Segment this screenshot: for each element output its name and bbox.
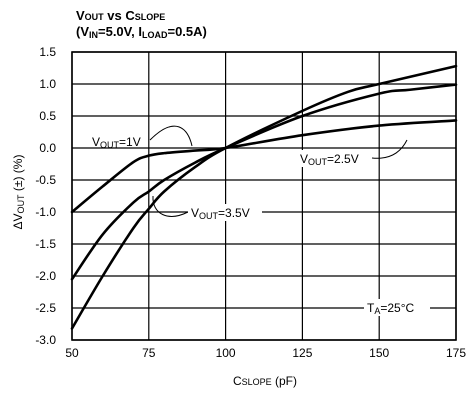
label-leaders [149, 125, 408, 217]
series-label-vout-2_5v: VOUT=2.5V [300, 152, 359, 167]
x-tick-label: 50 [65, 346, 79, 360]
y-tick-label: -2.0 [35, 269, 56, 283]
y-tick-label: 1.0 [39, 77, 56, 91]
y-axis-label: ΔVOUT (±) (%) [11, 155, 26, 230]
y-tick-label: 1.5 [39, 45, 56, 59]
series-label-vout-3_5v: VOUT=3.5V [191, 206, 250, 221]
chart-title-line2: (VIN=5.0V, ILOAD=0.5A) [76, 24, 207, 40]
annotation-bg [364, 299, 430, 316]
y-tick-label: -1.5 [35, 237, 56, 251]
series-label-bg-vout-2_5v [297, 150, 370, 167]
y-tick-label: -3.0 [35, 333, 56, 347]
series-line-0 [70, 119, 458, 214]
y-tick-label: -1.0 [35, 205, 56, 219]
series-label-bg-vout-3_5v [188, 204, 262, 221]
plot-frame [71, 51, 457, 341]
series-line-2 [70, 64, 458, 330]
x-tick-label: 100 [216, 346, 236, 360]
x-tick-label: 125 [292, 346, 312, 360]
leader-vout-3_5v [152, 195, 189, 217]
series-line-1 [70, 83, 458, 281]
annotation-temperature: TA=25°C [367, 301, 415, 316]
x-tick-label: 75 [142, 346, 156, 360]
series-label-vout-1v: VOUT=1V [92, 135, 141, 150]
x-tick-label: 150 [369, 346, 389, 360]
y-tick-label: 0.5 [39, 109, 56, 123]
y-tick-label: -2.5 [35, 301, 56, 315]
leader-vout-1v [149, 125, 193, 147]
y-tick-label: -0.5 [35, 173, 56, 187]
grid [71, 51, 457, 341]
chart-title-line1: VOUT vs CSLOPE [76, 8, 165, 23]
curves [70, 64, 458, 330]
x-tick-label: 175 [446, 346, 466, 360]
tick-labels: 50 75 100 125 150 175 1.5 1.0 0.5 0.0 -0.5 -1.0 -1.5… [35, 45, 466, 360]
y-tick-label: 0.0 [39, 141, 56, 155]
x-axis-label: CSLOPE (pF) [233, 374, 297, 388]
leader-vout-2_5v [371, 139, 408, 159]
